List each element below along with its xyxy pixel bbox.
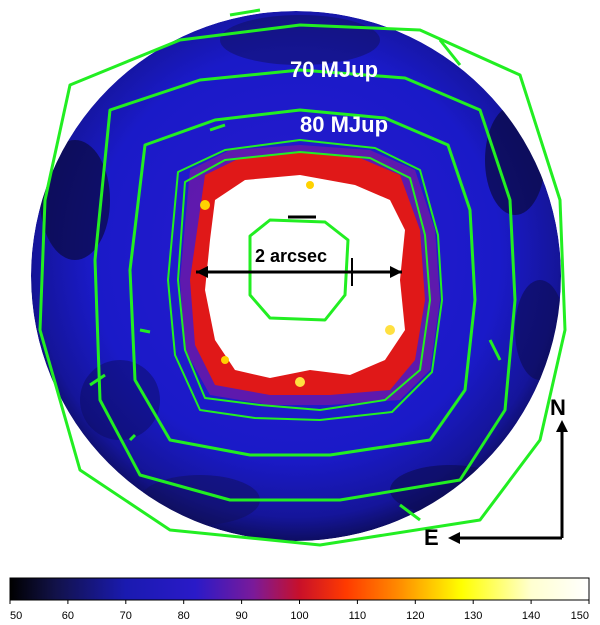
- colorbar-tick-label: 50: [10, 610, 22, 622]
- colorbar-tick-label: 70: [120, 610, 132, 622]
- scale-bar: 2 arcsec: [196, 215, 402, 286]
- contour-label-80: 80 MJup: [300, 112, 388, 137]
- colorbar-tick-label: 80: [178, 610, 190, 622]
- compass: N E: [424, 395, 568, 550]
- colorbar-tick-label: 140: [522, 610, 540, 622]
- contour-lines: [38, 8, 567, 547]
- noise-map-disk: [31, 11, 561, 541]
- colorbar-tick-label: 90: [235, 610, 247, 622]
- colorbar-ticks: 50 60 70 80 90 100 110 120 130 140 150: [9, 600, 590, 622]
- scale-label: 2 arcsec: [255, 246, 327, 266]
- east-label: E: [424, 525, 439, 550]
- colorbar-tick-label: 150: [571, 610, 589, 622]
- colorbar-tick-label: 60: [62, 610, 74, 622]
- north-label: N: [550, 395, 566, 420]
- colorbar: 50 60 70 80 90 100 110 120 130 140 150: [9, 577, 590, 622]
- colorbar-tick-label: 110: [349, 610, 367, 622]
- colorbar-tick-label: 130: [464, 610, 482, 622]
- contour-label-70: 70 MJup: [290, 57, 378, 82]
- colorbar-tick-label: 120: [406, 610, 424, 622]
- colorbar-tick-label: 100: [290, 610, 308, 622]
